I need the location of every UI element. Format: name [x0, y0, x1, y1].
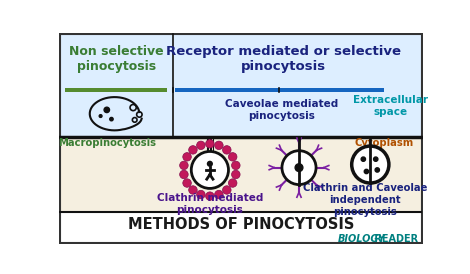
- Circle shape: [207, 161, 213, 167]
- Circle shape: [191, 152, 228, 189]
- Text: METHODS OF PINOCYTOSIS: METHODS OF PINOCYTOSIS: [128, 217, 354, 232]
- FancyBboxPatch shape: [174, 35, 421, 136]
- Circle shape: [232, 161, 240, 170]
- Text: READER: READER: [371, 234, 418, 244]
- FancyBboxPatch shape: [60, 35, 172, 136]
- Text: Clathrin mediated
pinocytosis: Clathrin mediated pinocytosis: [157, 193, 263, 215]
- Circle shape: [180, 170, 188, 179]
- Text: Cytoplasm: Cytoplasm: [355, 138, 414, 148]
- Text: Receptor mediated or selective
pinocytosis: Receptor mediated or selective pinocytos…: [166, 45, 401, 73]
- Text: Caveolae mediated
pinocytosis: Caveolae mediated pinocytosis: [225, 99, 338, 121]
- FancyBboxPatch shape: [175, 88, 384, 92]
- Text: Non selective
pinocytosis: Non selective pinocytosis: [69, 45, 164, 73]
- Circle shape: [188, 186, 197, 194]
- Circle shape: [223, 146, 231, 154]
- Circle shape: [375, 168, 379, 172]
- Circle shape: [104, 107, 110, 113]
- Circle shape: [183, 153, 191, 161]
- Circle shape: [215, 190, 223, 199]
- Circle shape: [188, 146, 197, 154]
- Circle shape: [228, 153, 237, 161]
- Circle shape: [223, 186, 231, 194]
- Text: BIOLOGY: BIOLOGY: [338, 234, 386, 244]
- Circle shape: [228, 179, 237, 187]
- Circle shape: [374, 157, 378, 161]
- Circle shape: [282, 151, 316, 185]
- Circle shape: [205, 192, 214, 200]
- Text: Macropinocytosis: Macropinocytosis: [58, 138, 156, 148]
- FancyBboxPatch shape: [60, 212, 422, 243]
- Circle shape: [183, 179, 191, 187]
- Circle shape: [295, 164, 303, 172]
- Text: Clathrin and Caveolae
independent
pinocytosis: Clathrin and Caveolae independent pinocy…: [303, 183, 427, 216]
- Circle shape: [352, 146, 389, 183]
- Circle shape: [110, 118, 113, 121]
- Circle shape: [196, 190, 205, 199]
- Text: Extracellular
space: Extracellular space: [353, 95, 428, 117]
- Circle shape: [196, 141, 205, 150]
- Circle shape: [361, 157, 366, 161]
- Circle shape: [364, 169, 368, 174]
- Circle shape: [99, 115, 102, 118]
- FancyBboxPatch shape: [65, 88, 167, 92]
- Circle shape: [180, 161, 188, 170]
- Circle shape: [215, 141, 223, 150]
- Circle shape: [232, 170, 240, 179]
- FancyBboxPatch shape: [60, 138, 422, 211]
- Circle shape: [205, 139, 214, 148]
